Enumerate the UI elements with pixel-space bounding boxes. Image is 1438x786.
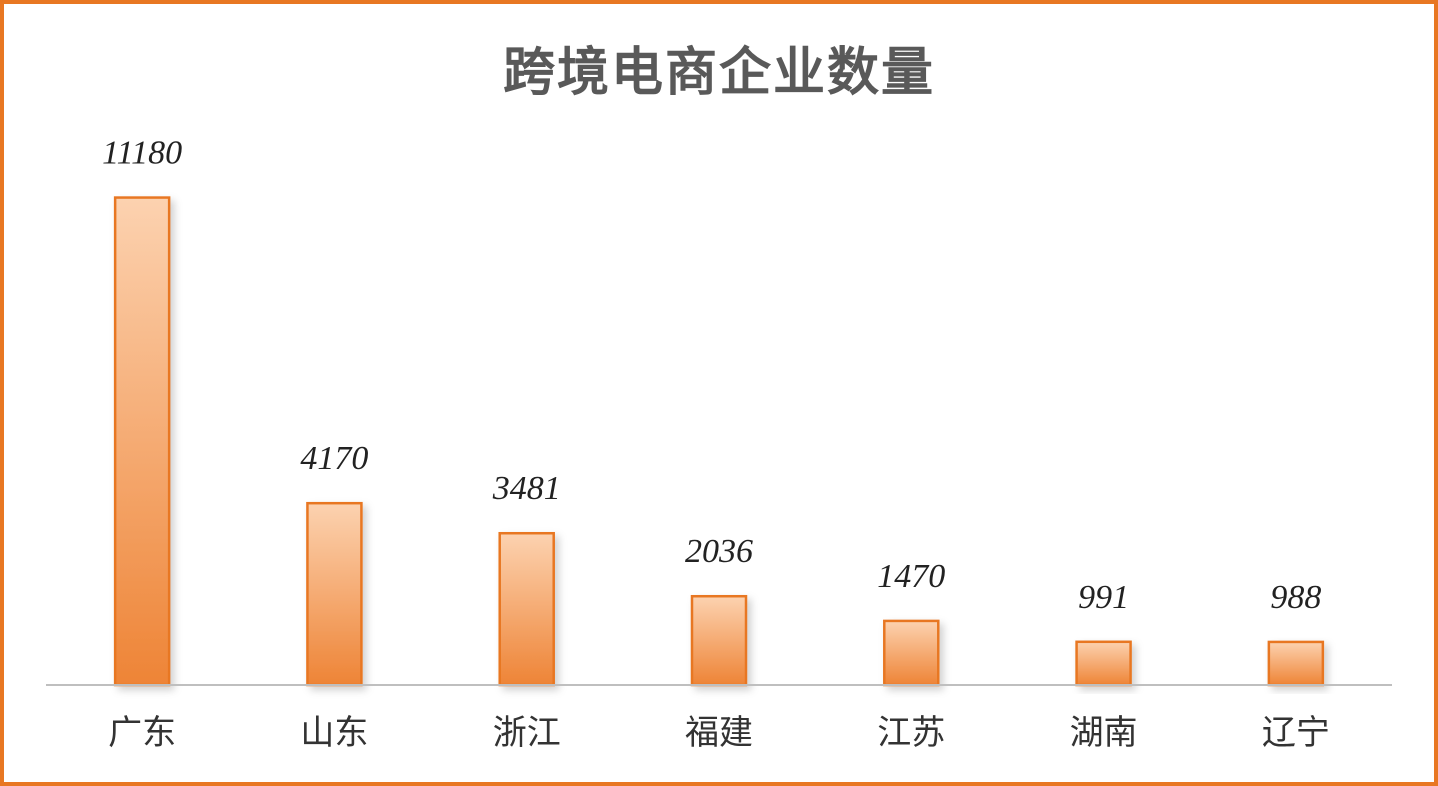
- category-label-6: 辽宁: [1262, 713, 1330, 753]
- value-label-5: 991: [1078, 579, 1129, 616]
- category-label-5: 湖南: [1070, 713, 1138, 753]
- bar-6: [1267, 640, 1325, 687]
- category-label-4: 江苏: [877, 713, 945, 753]
- bar-1: [306, 501, 363, 687]
- value-label-2: 3481: [492, 470, 561, 507]
- bars-group: 11180 广东 4170 山东 3481 浙江 2036 福建 1470 江苏 991 湖南 988 辽…: [102, 135, 1330, 753]
- category-label-0: 广东: [108, 713, 176, 753]
- value-label-0: 11180: [102, 135, 182, 172]
- category-label-2: 浙江: [493, 713, 561, 753]
- bar-3: [690, 594, 748, 687]
- bar-0: [113, 196, 171, 687]
- bar-5: [1075, 640, 1132, 687]
- value-label-6: 988: [1270, 579, 1321, 616]
- value-label-4: 1470: [877, 558, 945, 595]
- bar-4: [883, 619, 940, 687]
- bar-2: [498, 531, 555, 687]
- value-label-1: 4170: [300, 440, 368, 477]
- chart-title: 跨境电商企业数量: [502, 42, 935, 103]
- category-label-3: 福建: [685, 713, 753, 753]
- category-label-1: 山东: [300, 713, 368, 753]
- value-label-3: 2036: [685, 533, 753, 570]
